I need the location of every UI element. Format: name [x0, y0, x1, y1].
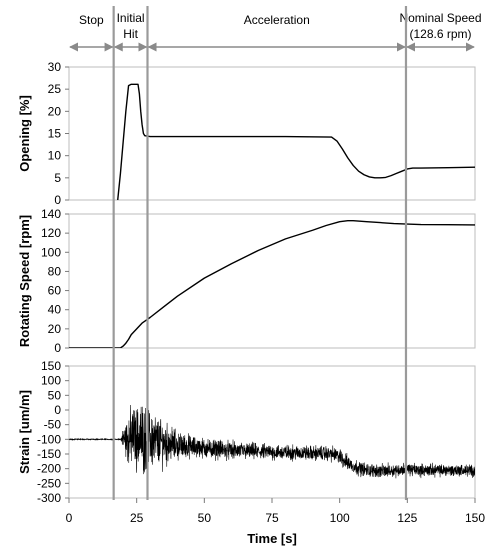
y-tick-label: 60: [48, 284, 62, 298]
x-axis: 0 25 50 75 100 125 150 Time [s]: [66, 498, 485, 546]
strain-line: [69, 404, 475, 479]
phase-acceleration: Acceleration: [147, 13, 406, 52]
opening-line: [117, 83, 475, 200]
x-axis-title: Time [s]: [247, 531, 297, 546]
y-tick-label: -250: [37, 476, 61, 490]
series-strain: [69, 404, 475, 479]
series-rotating-speed: [69, 219, 475, 348]
y-tick-label: 20: [48, 322, 62, 336]
y-tick-label: 20: [48, 104, 62, 118]
y-tick-label: -100: [37, 432, 61, 446]
y-tick-label: 100: [41, 374, 61, 388]
phase-stop: Stop: [69, 13, 114, 52]
x-tick-label: 25: [130, 511, 144, 525]
x-tick-label: 50: [198, 511, 212, 525]
x-tick-label: 150: [465, 511, 485, 525]
phase-label: Nominal Speed: [399, 11, 481, 25]
y-tick-label: 50: [48, 388, 62, 402]
panel-opening: 0 5 10 15 20 25 30 Opening [%]: [17, 60, 476, 207]
phase-label: Acceleration: [244, 13, 310, 27]
y-tick-label: -150: [37, 447, 61, 461]
y-tick-label: -200: [37, 462, 61, 476]
x-tick-label: 75: [265, 511, 279, 525]
y-tick-label: 15: [48, 127, 62, 141]
x-tick-label: 125: [397, 511, 417, 525]
y-axis-title: Rotating Speed [rpm]: [17, 215, 32, 347]
y-tick-label: 120: [41, 226, 61, 240]
y-tick-label: 150: [41, 359, 61, 373]
phase-sublabel: Hit: [123, 27, 138, 41]
panel-frame: [68, 365, 476, 499]
phase-label: Stop: [79, 13, 104, 27]
phase-nominal-speed: Nominal Speed (128.6 rpm): [399, 11, 482, 52]
y-tick-label: 100: [41, 245, 61, 259]
y-tick-label: 25: [48, 82, 62, 96]
y-tick-label: 0: [54, 403, 61, 417]
phase-label: Initial: [117, 11, 145, 25]
y-axis-title: Strain [um/m]: [17, 390, 32, 474]
phase-boundaries: [112, 6, 408, 500]
phase-header: Stop Initial Hit Acceleration Nominal Speed (…: [69, 11, 482, 52]
y-tick-label: 0: [54, 193, 61, 207]
rotating-speed-line: [69, 219, 475, 348]
phase-initial-hit: Initial Hit: [113, 11, 148, 52]
y-axis: 0 5 10 15 20 25 30: [48, 60, 69, 207]
phase-sublabel: (128.6 rpm): [409, 27, 471, 41]
panel-frame: [68, 66, 476, 201]
y-tick-label: 10: [48, 149, 62, 163]
series-opening: [117, 83, 475, 200]
chart-panels: 0 5 10 15 20 25 30 Opening [%] 0 20 40 60 80 100 120 14…: [17, 60, 476, 505]
x-tick-label: 0: [66, 511, 73, 525]
y-axis-title: Opening [%]: [17, 95, 32, 172]
y-tick-label: 30: [48, 60, 62, 74]
y-axis: 0 20 40 60 80 100 120 140: [41, 207, 69, 355]
y-tick-label: 5: [54, 171, 61, 185]
panel-rotating-speed: 0 20 40 60 80 100 120 140 Rotating Speed [rpm]: [17, 207, 476, 355]
y-tick-label: 0: [54, 341, 61, 355]
y-tick-label: -50: [44, 418, 62, 432]
y-tick-label: -300: [37, 491, 61, 505]
x-tick-label: 100: [330, 511, 350, 525]
y-tick-label: 80: [48, 264, 62, 278]
panel-frame: [68, 213, 476, 349]
y-tick-label: 140: [41, 207, 61, 221]
y-tick-label: 40: [48, 303, 62, 317]
